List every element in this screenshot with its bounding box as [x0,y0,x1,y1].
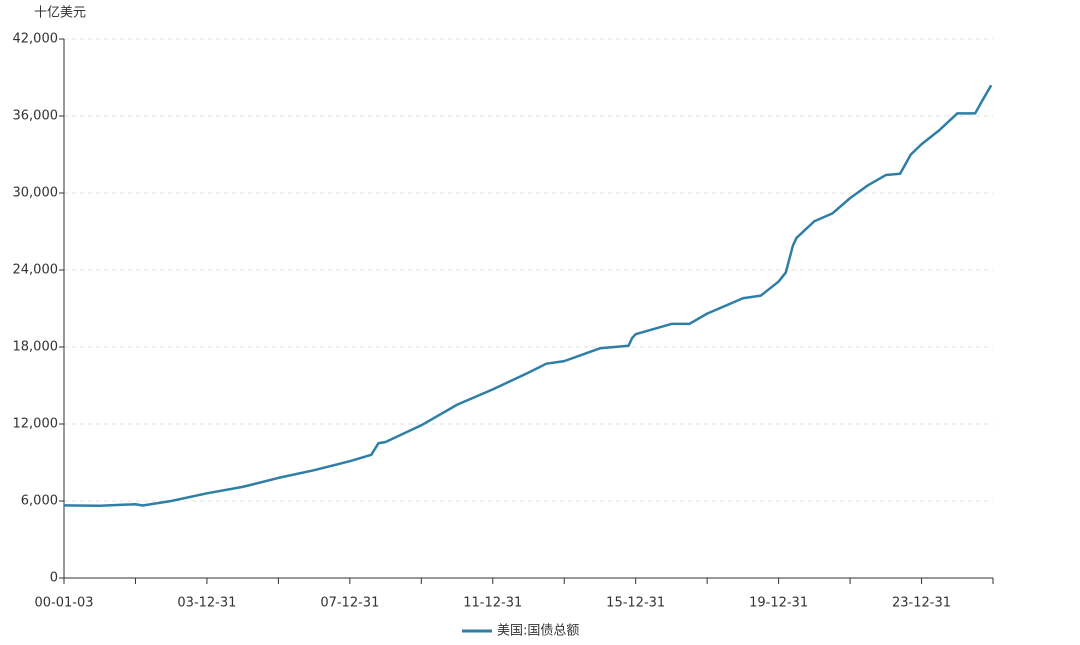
x-tick-label: 07-12-31 [320,596,379,611]
y-tick-label: 18,000 [13,340,59,355]
x-tick-label: 03-12-31 [177,596,236,611]
y-tick-label: 24,000 [13,263,59,278]
y-tick-label: 0 [50,571,58,586]
y-tick-label: 6,000 [21,494,58,509]
x-tick-label: 11-12-31 [463,596,522,611]
y-tick-label: 36,000 [13,109,59,124]
x-tick-label: 23-12-31 [892,596,951,611]
x-tick-label: 15-12-31 [606,596,665,611]
y-tick-label: 12,000 [13,417,59,432]
y-tick-label: 30,000 [13,186,59,201]
data-line [63,84,993,507]
x-tick-label: 00-01-03 [34,596,93,611]
legend-label: 美国:国债总额 [497,624,579,639]
y-axis-label: 十亿美元 [34,6,86,21]
y-tick-label: 42,000 [13,32,59,47]
x-tick-label: 19-12-31 [749,596,808,611]
